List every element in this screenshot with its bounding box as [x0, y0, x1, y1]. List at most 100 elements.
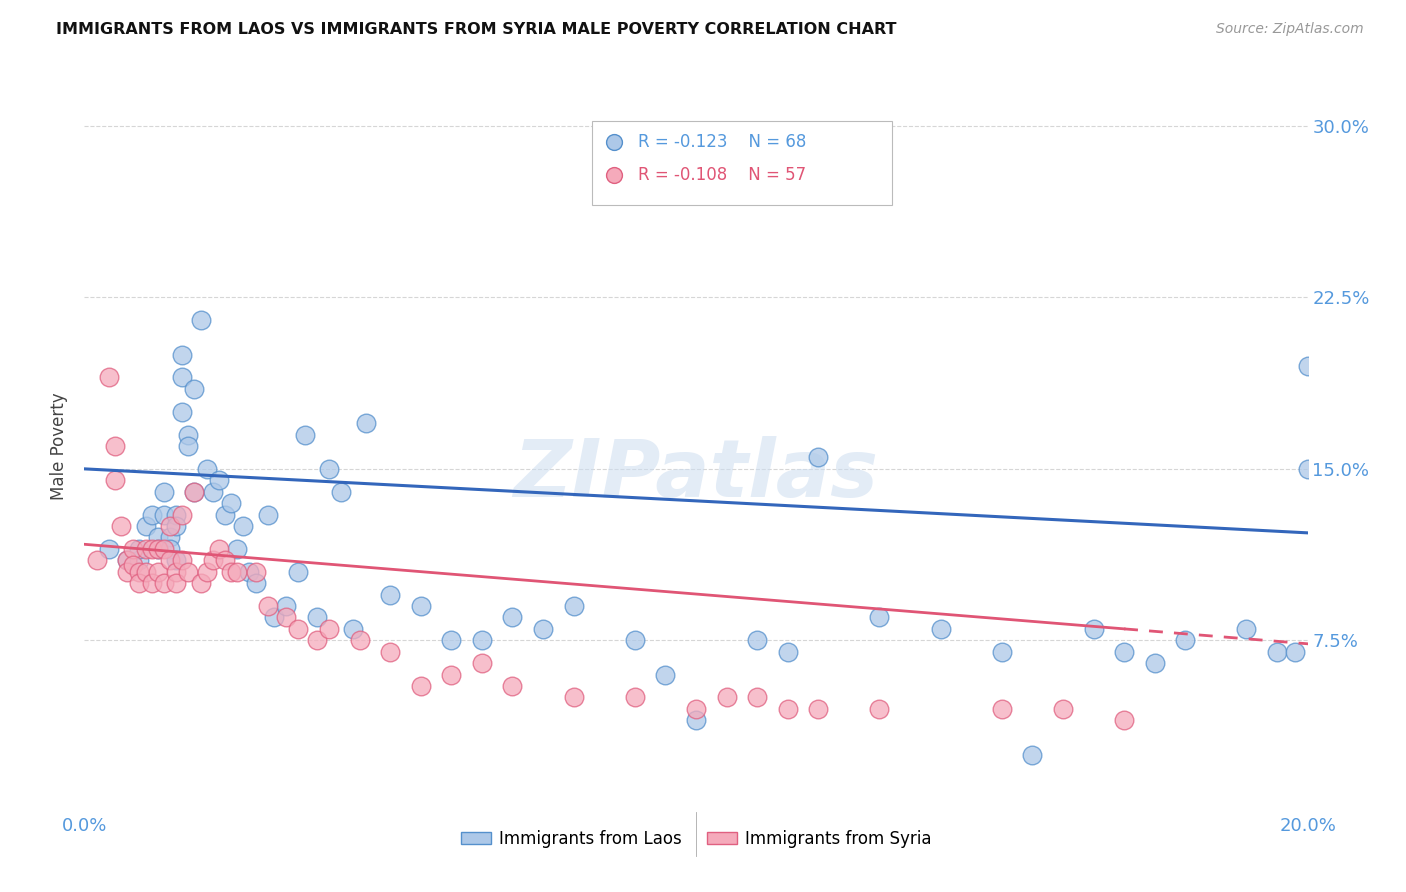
Point [1284, 645, 1306, 659]
Point [172, 553, 194, 567]
Point [276, 610, 298, 624]
Point [128, 553, 150, 567]
Point [86, 553, 108, 567]
Point [1021, 747, 1043, 762]
Point [531, 622, 554, 636]
Point [807, 450, 830, 465]
Point [354, 416, 377, 430]
Point [153, 576, 176, 591]
Point [177, 427, 200, 442]
Point [342, 622, 364, 636]
Point [257, 599, 280, 613]
Point [153, 484, 176, 499]
Point [159, 530, 181, 544]
Point [172, 370, 194, 384]
Point [226, 565, 249, 579]
Point [104, 439, 127, 453]
Point [747, 690, 769, 705]
Point [172, 508, 194, 522]
Point [409, 679, 432, 693]
Text: R = -0.108    N = 57: R = -0.108 N = 57 [638, 167, 807, 185]
Point [183, 484, 205, 499]
Point [135, 519, 157, 533]
Point [97, 370, 120, 384]
Point [869, 702, 891, 716]
Point [122, 558, 145, 572]
Point [471, 656, 494, 670]
Point [172, 347, 194, 362]
Point [440, 667, 463, 681]
Point [1296, 462, 1319, 476]
Point [238, 565, 260, 579]
Y-axis label: Male Poverty: Male Poverty [51, 392, 69, 500]
Point [502, 610, 524, 624]
Point [214, 508, 236, 522]
Point [146, 541, 169, 556]
Point [146, 565, 169, 579]
Point [991, 702, 1014, 716]
Point [305, 610, 328, 624]
Point [208, 473, 231, 487]
Point [208, 541, 231, 556]
Text: Source: ZipAtlas.com: Source: ZipAtlas.com [1216, 22, 1364, 37]
Point [776, 645, 799, 659]
Point [263, 610, 285, 624]
Point [141, 541, 163, 556]
Point [128, 576, 150, 591]
Point [276, 599, 298, 613]
Point [287, 622, 309, 636]
Point [159, 519, 181, 533]
Point [195, 462, 218, 476]
Point [287, 565, 309, 579]
Text: IMMIGRANTS FROM LAOS VS IMMIGRANTS FROM SYRIA MALE POVERTY CORRELATION CHART: IMMIGRANTS FROM LAOS VS IMMIGRANTS FROM … [56, 22, 897, 37]
Point [153, 541, 176, 556]
Point [807, 702, 830, 716]
Point [201, 484, 224, 499]
Point [97, 541, 120, 556]
Point [318, 462, 340, 476]
Point [305, 633, 328, 648]
Point [226, 541, 249, 556]
Point [991, 645, 1014, 659]
Point [654, 667, 676, 681]
Point [1114, 714, 1136, 728]
Point [380, 588, 402, 602]
Point [1174, 633, 1197, 648]
Legend: Immigrants from Laos, Immigrants from Syria: Immigrants from Laos, Immigrants from Sy… [454, 823, 938, 855]
Point [685, 714, 707, 728]
Point [183, 484, 205, 499]
Point [172, 405, 194, 419]
Point [1236, 622, 1258, 636]
Point [165, 508, 187, 522]
Point [440, 633, 463, 648]
Point [165, 576, 187, 591]
Point [685, 702, 707, 716]
Point [190, 313, 212, 327]
Point [159, 541, 181, 556]
Point [159, 553, 181, 567]
Point [1143, 656, 1166, 670]
Point [122, 541, 145, 556]
Point [146, 541, 169, 556]
Point [195, 565, 218, 579]
Point [190, 576, 212, 591]
Point [776, 702, 799, 716]
Point [115, 553, 138, 567]
Point [135, 565, 157, 579]
Point [1265, 645, 1288, 659]
Point [624, 633, 647, 648]
Point [177, 565, 200, 579]
Point [177, 439, 200, 453]
Point [330, 484, 353, 499]
Point [245, 565, 267, 579]
Point [214, 553, 236, 567]
Text: ZIPatlas: ZIPatlas [513, 436, 879, 515]
Point [1296, 359, 1319, 373]
Point [1083, 622, 1105, 636]
Point [115, 565, 138, 579]
Point [153, 508, 176, 522]
Point [232, 519, 254, 533]
Point [502, 679, 524, 693]
Point [110, 519, 132, 533]
Point [146, 530, 169, 544]
